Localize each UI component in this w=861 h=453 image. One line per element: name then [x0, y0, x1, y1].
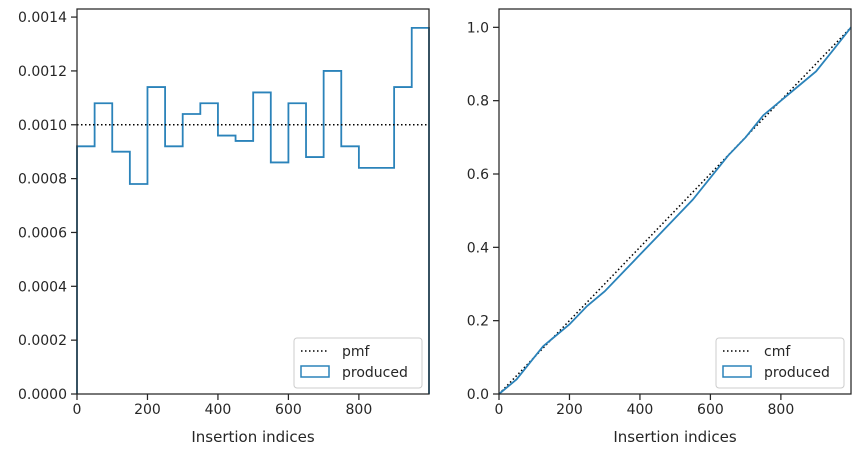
- y-axis: 0.0 0.2 0.4 0.6 0.8 1.0: [467, 20, 499, 403]
- legend-produced-swatch: [300, 365, 330, 378]
- legend: cmf produced: [715, 337, 845, 389]
- x-tick-label: 400: [627, 402, 654, 418]
- y-tick-label: 0.0002: [18, 333, 67, 349]
- y-axis: 0.0000 0.0002 0.0004 0.0006 0.0008 0.0010 0.00…: [18, 10, 77, 403]
- y-tick-label: 0.2: [467, 314, 489, 330]
- y-tick-label: 0.0008: [18, 172, 67, 188]
- y-tick-label: 0.4: [467, 240, 489, 256]
- series-produced: [498, 26, 852, 395]
- plot-frame: [498, 8, 852, 395]
- y-tick-label: 0.6: [467, 167, 489, 183]
- x-tick-label: 600: [697, 402, 724, 418]
- x-tick-label: 800: [346, 402, 373, 418]
- plot-frame: [76, 8, 430, 395]
- x-tick-label: 0: [495, 402, 504, 418]
- plot-marks: [76, 26, 430, 394]
- y-tick-label: 0.0: [467, 387, 489, 403]
- x-axis: 0 200 400 600 800: [495, 394, 795, 418]
- y-tick-label: 0.0012: [18, 64, 67, 80]
- legend-produced-label: produced: [342, 365, 408, 381]
- pmf-histogram-chart: 0 200 400 600 800 0.00000.00020.00040.00060.…: [18, 8, 430, 446]
- legend: pmf produced: [293, 337, 423, 389]
- y-tick-label: 0.0010: [18, 118, 67, 134]
- x-tick-label: 600: [275, 402, 302, 418]
- x-tick-label: 800: [768, 402, 795, 418]
- y-tick-label: 0.0000: [18, 387, 67, 403]
- cmf-chart: 0 200 400 600 800 0.0 0.2 0.4 0.6 0.8 1.0 Inserti…: [467, 8, 852, 446]
- y-tick-label: 0.0004: [18, 279, 67, 295]
- legend-pmf-label: pmf: [342, 344, 371, 360]
- x-tick-label: 200: [556, 402, 583, 418]
- x-axis-label: Insertion indices: [191, 428, 314, 446]
- x-tick-label: 200: [134, 402, 161, 418]
- legend-cmf-label: cmf: [764, 344, 791, 360]
- x-axis: 0 200 400 600 800: [73, 394, 373, 418]
- x-axis-label: Insertion indices: [613, 428, 736, 446]
- series-cmf: [498, 26, 852, 395]
- x-tick-label: 400: [205, 402, 232, 418]
- y-tick-label: 1.0: [467, 20, 489, 36]
- series-produced: [76, 26, 430, 394]
- y-tick-label: 0.0014: [18, 10, 67, 26]
- plot-marks: [498, 26, 852, 395]
- y-tick-label: 0.8: [467, 94, 489, 110]
- x-tick-label: 0: [73, 402, 82, 418]
- legend-produced-label: produced: [764, 365, 830, 381]
- y-tick-label: 0.0006: [18, 225, 67, 241]
- legend-produced-swatch: [722, 365, 752, 378]
